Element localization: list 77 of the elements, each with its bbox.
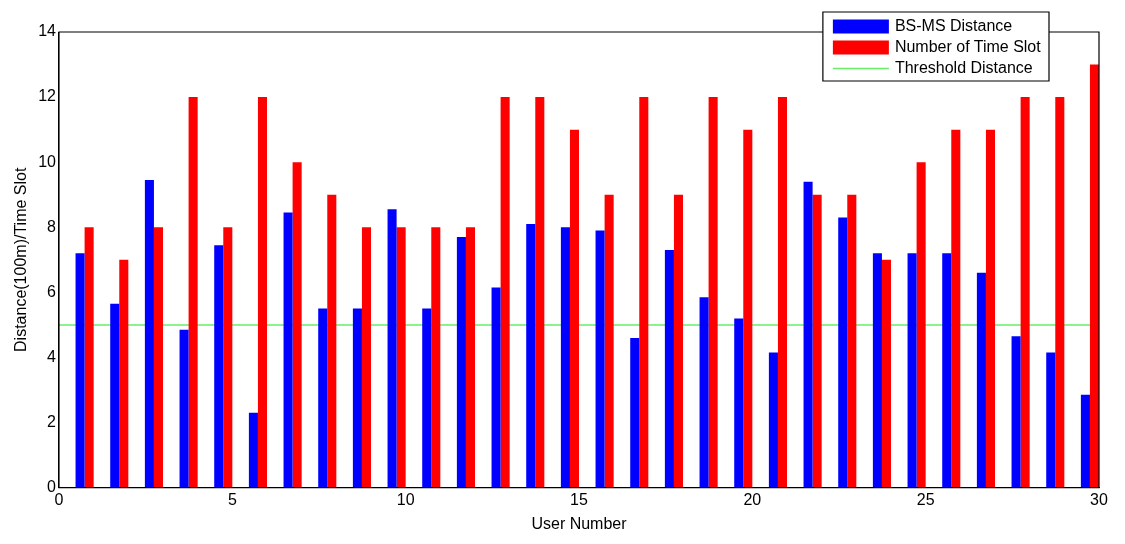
y-tick-label: 2	[47, 412, 57, 430]
bar	[110, 303, 120, 488]
bar	[214, 245, 224, 488]
bar	[777, 97, 787, 488]
bar	[907, 253, 917, 488]
legend-label: Threshold Distance	[894, 58, 1033, 76]
y-tick-label: 4	[47, 347, 57, 365]
x-axis-title: User Number	[531, 514, 628, 532]
bar	[422, 308, 432, 488]
bar	[500, 97, 510, 488]
x-tick-label: 10	[396, 490, 415, 508]
bar	[976, 272, 986, 488]
bar	[872, 253, 882, 488]
bar	[387, 209, 397, 488]
bar	[248, 412, 258, 488]
bar	[803, 181, 813, 488]
y-axis-title: Distance(100m)/Time Slot	[12, 167, 30, 352]
bar	[1046, 352, 1056, 488]
bar	[1020, 97, 1030, 488]
legend-label: Number of Time Slot	[894, 37, 1042, 55]
bar	[526, 224, 536, 488]
bar	[595, 230, 605, 488]
bar	[951, 129, 961, 488]
bar	[188, 97, 198, 488]
x-tick-label: 15	[570, 490, 588, 508]
x-tick-label: 5	[227, 490, 237, 508]
y-tick-label: 12	[38, 87, 57, 105]
bar	[179, 329, 189, 488]
bar	[699, 297, 709, 488]
y-tick-label: 8	[47, 217, 57, 235]
bar	[630, 337, 640, 488]
bar	[838, 217, 848, 488]
bar	[84, 227, 94, 488]
bar	[664, 250, 674, 488]
bar	[604, 194, 614, 488]
y-tick-label: 14	[38, 22, 57, 40]
bar	[119, 259, 129, 488]
bar	[535, 97, 545, 488]
bar	[708, 97, 718, 488]
bar	[1011, 336, 1021, 488]
bar	[456, 237, 466, 488]
bar	[396, 227, 406, 488]
bar	[465, 227, 475, 488]
bar	[985, 129, 995, 488]
bar	[431, 227, 441, 488]
bar	[352, 308, 362, 488]
bar	[223, 227, 233, 488]
y-tick-label: 6	[47, 282, 57, 300]
bar	[1080, 394, 1090, 488]
bar	[1055, 97, 1065, 488]
bar	[144, 180, 154, 488]
bar	[569, 129, 579, 488]
bar	[942, 253, 952, 488]
bar	[673, 194, 683, 488]
bar	[361, 227, 371, 488]
bar	[292, 162, 302, 488]
bar	[327, 194, 337, 488]
bar	[75, 253, 85, 488]
bar	[491, 287, 501, 488]
bar	[560, 227, 570, 488]
bar	[734, 318, 744, 488]
bar	[639, 97, 649, 488]
bar	[153, 227, 163, 488]
bar	[768, 352, 778, 488]
bar	[881, 259, 891, 488]
bar	[743, 129, 753, 488]
bar	[318, 308, 328, 488]
x-tick-label: 30	[1090, 490, 1108, 508]
bar	[847, 194, 857, 488]
bar	[916, 162, 926, 488]
x-tick-label: 20	[743, 490, 762, 508]
x-tick-label: 25	[916, 490, 935, 508]
bar	[283, 212, 293, 488]
bar	[257, 97, 267, 488]
y-tick-label: 10	[38, 152, 57, 170]
legend-label: BS-MS Distance	[894, 16, 1013, 34]
bar	[812, 194, 822, 488]
